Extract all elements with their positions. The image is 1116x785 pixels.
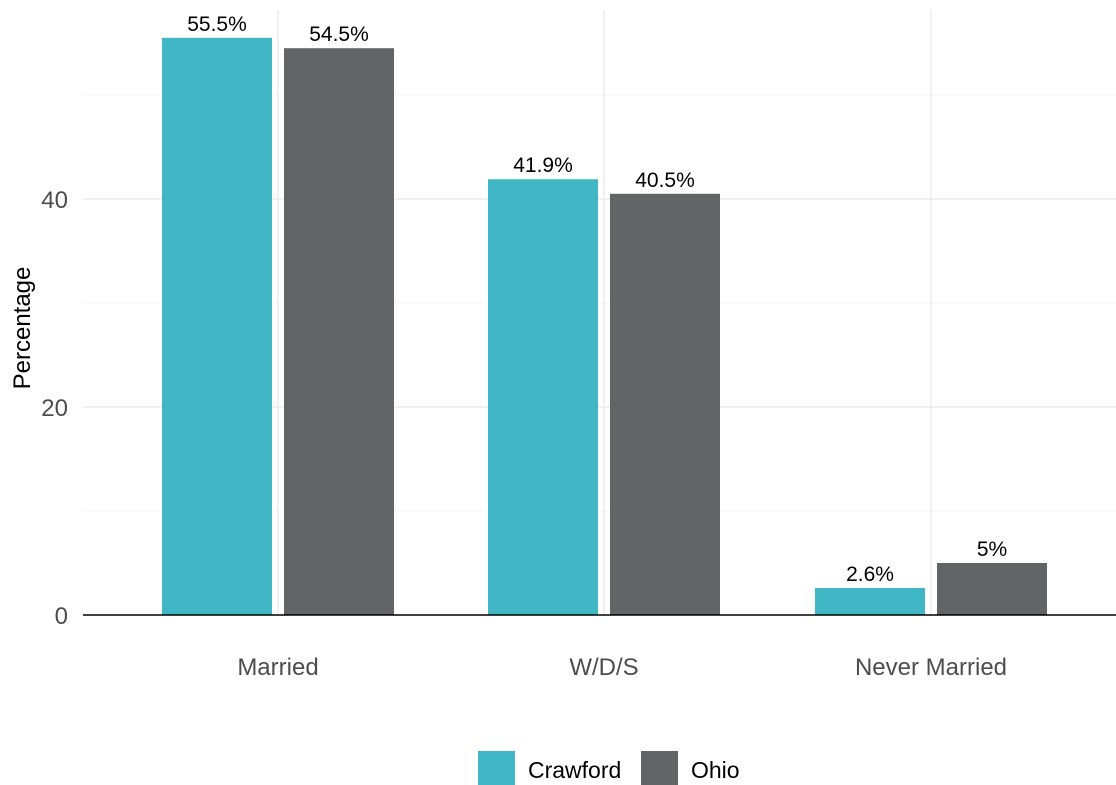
legend-label: Crawford (528, 757, 621, 783)
x-tick-label: Married (237, 654, 318, 681)
y-tick-label: 40 (41, 187, 68, 214)
bar-ohio-1 (610, 193, 720, 616)
x-tick-label: Never Married (855, 654, 1007, 681)
bar-crawford-1 (488, 179, 598, 616)
legend-label: Ohio (691, 757, 740, 783)
bar-ohio-0 (284, 48, 394, 615)
legend-swatch-crawford (478, 751, 515, 785)
data-label: 2.6% (846, 563, 894, 586)
legend-swatch-ohio (641, 751, 678, 785)
data-label: 41.9% (513, 154, 573, 177)
bar-crawford-0 (162, 37, 272, 616)
data-label: 40.5% (635, 169, 695, 192)
axes-layer: Married W/D/S Never Married 0 20 40 (41, 187, 1116, 681)
bar-ohio-2 (937, 563, 1047, 615)
data-label: 54.5% (309, 23, 369, 46)
x-tick-label: W/D/S (569, 654, 638, 681)
data-label: 55.5% (187, 13, 247, 36)
data-label: 5% (977, 538, 1007, 561)
data-labels-layer: 55.5% 54.5% 41.9% 40.5% 2.6% 5% (187, 13, 1007, 586)
bar-crawford-2 (815, 587, 925, 615)
y-axis-title: Percentage (9, 267, 36, 390)
legend: Crawford Ohio (478, 751, 740, 785)
bars-layer (162, 37, 1047, 616)
y-tick-label: 0 (55, 603, 68, 630)
y-tick-label: 20 (41, 395, 68, 422)
